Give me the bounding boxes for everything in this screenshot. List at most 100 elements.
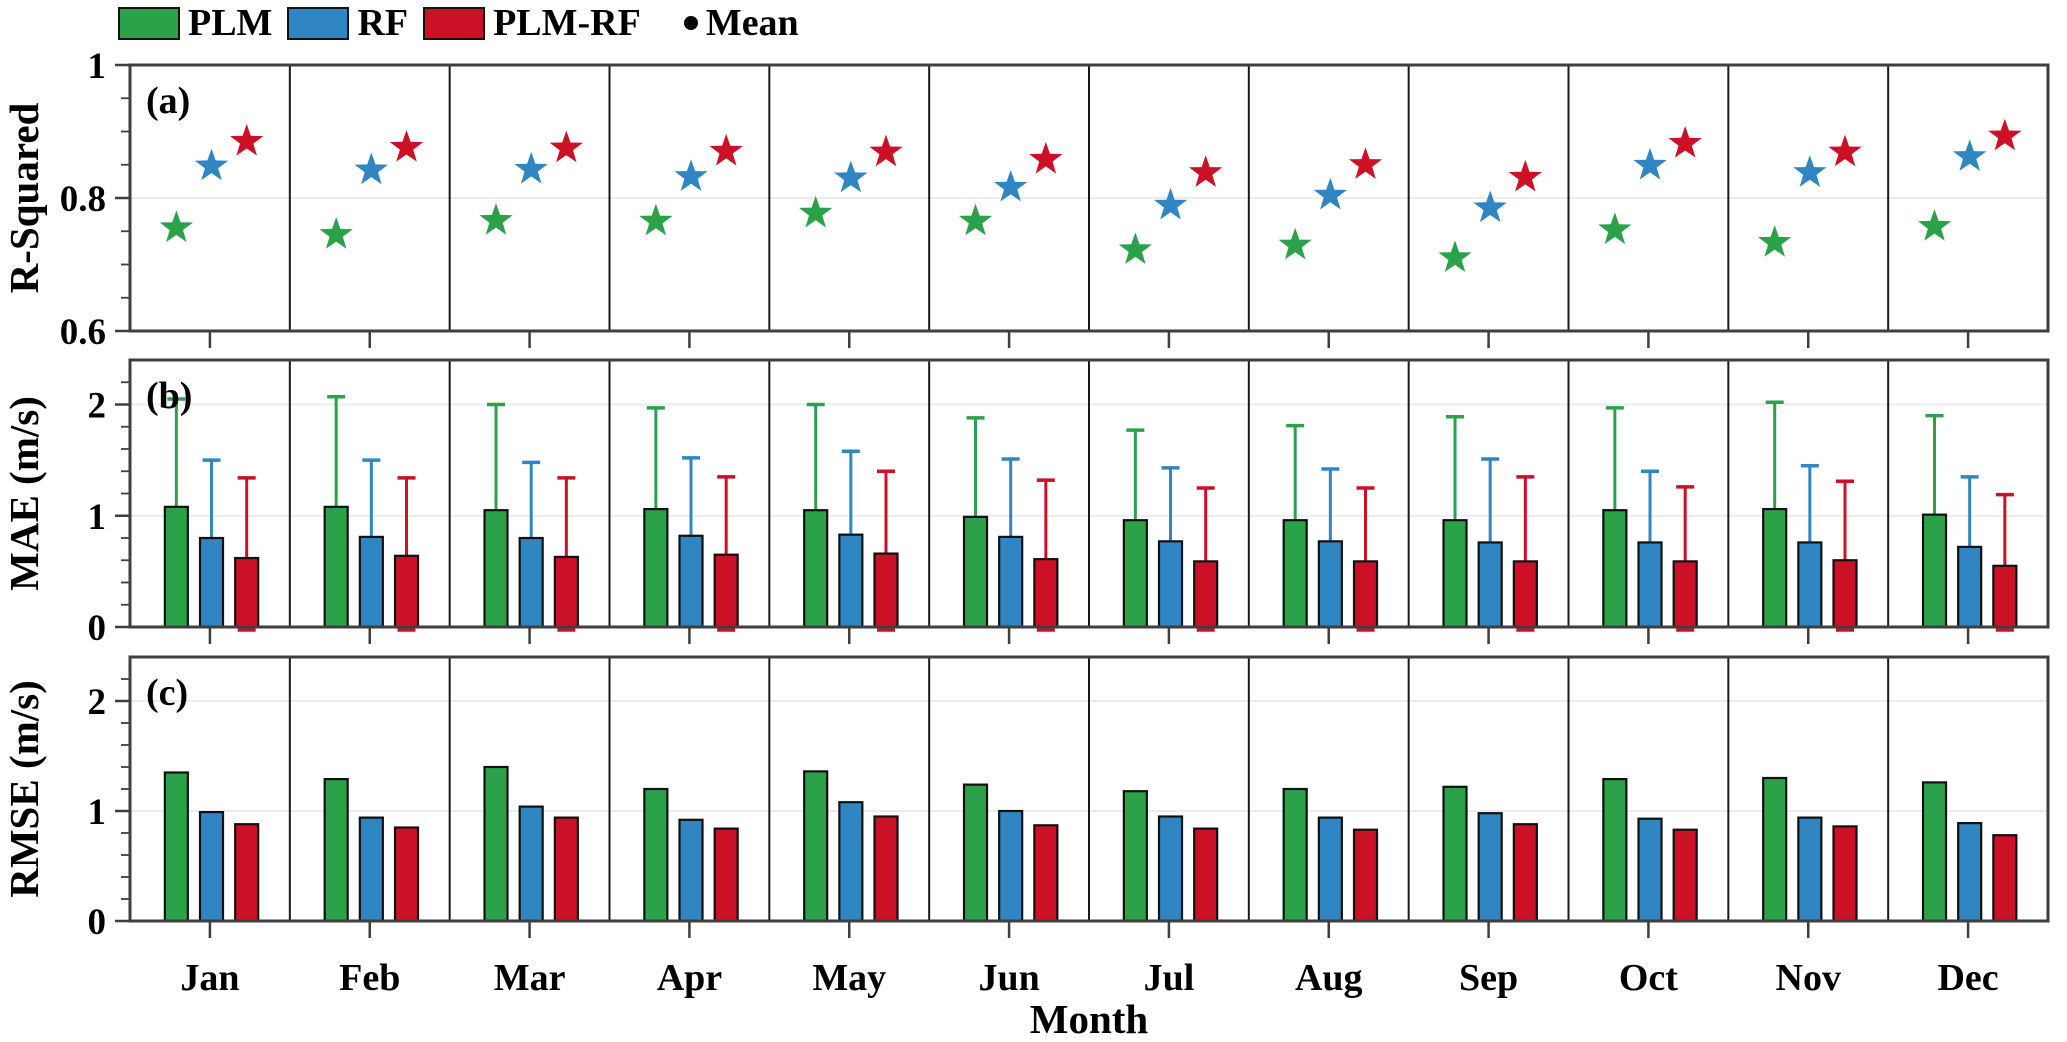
y-axis-title-a: R-Squared [1, 102, 47, 293]
month-label-dec: Dec [1937, 957, 1998, 999]
month-label-oct: Oct [1619, 957, 1678, 999]
legend-item-mean: Mean [656, 4, 799, 42]
rf-bar-jun [998, 535, 1024, 629]
month-label-aug: Aug [1295, 957, 1363, 999]
month-label-sep: Sep [1459, 957, 1518, 999]
plm-bar-jan [163, 771, 189, 923]
plm-bar-jul [1122, 519, 1148, 629]
panel-tag-c: (c) [146, 672, 188, 714]
rf-star-mar [514, 151, 548, 184]
legend-item-rf: RF [287, 4, 408, 42]
ytick-label-a-1: 1 [88, 46, 107, 87]
plm-rf-star-oct [1668, 126, 1702, 158]
ytick-label-b-2: 2 [88, 386, 107, 427]
plm-bar-apr [643, 787, 669, 923]
plm-rf-star-jan [230, 124, 264, 156]
plm-bar-nov [1762, 507, 1788, 629]
plm-rf-bar-dec [1992, 564, 2018, 629]
panel-a-frame [128, 63, 2050, 333]
rf-bar-aug [1317, 540, 1343, 629]
legend-label-plm: PLM [188, 2, 273, 44]
legend-label-rf: RF [357, 2, 409, 44]
plm-rf-bar-may [873, 552, 899, 629]
plm-bar-nov [1762, 776, 1788, 923]
rf-bar-aug [1317, 816, 1343, 923]
plm-rf-bar-nov [1832, 559, 1858, 629]
plm-star-nov [1758, 225, 1792, 257]
plm-bar-jun [962, 515, 989, 629]
plm-bar-aug [1282, 519, 1308, 629]
plm-rf-bar-may [873, 815, 899, 923]
rf-bar-jun [998, 809, 1024, 923]
plm-star-may [799, 195, 833, 228]
rf-bar-jan [198, 810, 225, 923]
month-label-mar: Mar [494, 957, 566, 999]
panel-c-frame [128, 655, 2050, 923]
mean-dot-icon [683, 16, 698, 30]
legend-item-plm-rf: PLM-RF [423, 4, 641, 42]
legend-item-plm: PLM [118, 4, 272, 42]
panel-tag-b: (b) [146, 375, 192, 417]
plm-rf-bar-dec [1992, 834, 2018, 923]
rf-star-oct [1633, 147, 1667, 180]
legend-swatch-rf [287, 6, 350, 40]
plm-rf-bar-sep [1512, 560, 1538, 629]
y-axis-title-c: RMSE (m/s) [1, 680, 47, 898]
month-label-nov: Nov [1776, 957, 1841, 999]
plm-bar-feb [323, 505, 349, 629]
plm-bar-dec [1921, 781, 1948, 923]
plm-rf-star-jul [1189, 155, 1223, 187]
rf-bar-mar [518, 805, 544, 923]
plm-rf-bar-apr [713, 827, 739, 923]
ytick-label-a-0.8: 0.8 [60, 179, 106, 220]
rf-bar-jan [198, 536, 225, 629]
plm-rf-star-apr [709, 133, 743, 166]
rf-star-nov [1793, 155, 1827, 187]
rf-bar-jul [1157, 540, 1184, 629]
rf-bar-nov [1797, 541, 1823, 629]
plm-rf-star-nov [1828, 134, 1862, 167]
month-label-feb: Feb [339, 957, 400, 999]
legend-label-mean: Mean [705, 2, 799, 44]
rf-bar-dec [1957, 821, 1983, 923]
plm-rf-bar-feb [393, 826, 420, 923]
ytick-label-b-0: 0 [88, 608, 107, 649]
plm-bar-jan [163, 505, 189, 629]
plm-rf-bar-feb [393, 554, 420, 629]
plm-rf-bar-sep [1512, 823, 1538, 923]
plm-star-jul [1118, 232, 1152, 264]
rf-bar-oct [1637, 817, 1663, 923]
rf-bar-nov [1797, 816, 1823, 923]
plm-rf-bar-mar [553, 816, 579, 923]
plm-rf-bar-aug [1352, 560, 1379, 629]
panel-tag-a: (a) [146, 80, 190, 122]
rf-bar-may [838, 801, 864, 923]
plm-rf-bar-nov [1832, 825, 1858, 923]
plm-rf-star-feb [389, 130, 424, 162]
month-label-jan: Jan [180, 957, 239, 999]
rf-star-dec [1953, 139, 1987, 171]
legend-label-plm-rf: PLM-RF [493, 2, 641, 44]
rf-bar-oct [1637, 541, 1663, 629]
month-label-apr: Apr [657, 957, 723, 999]
legend-swatch-plm [118, 6, 180, 40]
rf-bar-sep [1477, 541, 1503, 629]
plm-star-sep [1438, 240, 1472, 272]
plm-rf-star-dec [1988, 118, 2022, 151]
rf-bar-may [838, 533, 864, 629]
plm-star-apr [639, 203, 673, 236]
plm-star-feb [319, 217, 353, 249]
rf-bar-jul [1157, 815, 1184, 923]
plm-rf-bar-oct [1672, 828, 1698, 923]
y-axis-title-b: MAE (m/s) [1, 396, 47, 591]
plm-rf-bar-jan [234, 823, 260, 923]
plm-rf-star-may [869, 134, 903, 167]
plm-rf-bar-aug [1352, 828, 1379, 923]
rf-bar-feb [358, 535, 384, 629]
month-label-may: May [812, 957, 886, 999]
rf-bar-dec [1957, 545, 1983, 629]
plm-bar-mar [483, 765, 509, 923]
ytick-label-c-0: 0 [88, 902, 107, 943]
plm-bar-apr [643, 507, 669, 629]
rf-bar-feb [358, 816, 384, 923]
